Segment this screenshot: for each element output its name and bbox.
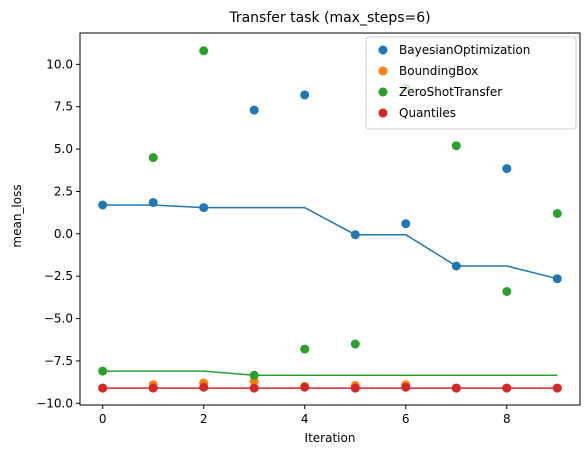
bayesianoptimization-point <box>148 198 158 207</box>
x-tick-label: 2 <box>200 412 208 426</box>
x-tick-label: 4 <box>301 412 309 426</box>
y-tick-label: −2.5 <box>44 269 73 283</box>
zeroshottransfer-point <box>502 287 512 296</box>
bayesianoptimization-point <box>451 261 461 271</box>
y-tick-label: −7.5 <box>44 354 73 368</box>
legend-label: Quantiles <box>399 106 456 120</box>
y-axis-label: mean_loss <box>10 184 24 247</box>
legend-label: ZeroShotTransfer <box>399 85 502 99</box>
quantiles-point <box>300 382 310 392</box>
bayesianoptimization-point <box>249 105 259 115</box>
chart-title: Transfer task (max_steps=6) <box>228 10 430 26</box>
legend-box <box>365 36 577 130</box>
legend-label: BoundingBox <box>399 64 478 78</box>
quantiles-point <box>199 382 209 392</box>
plot-area <box>98 46 562 393</box>
y-tick-label: 7.5 <box>54 100 73 114</box>
bayesianoptimization-point <box>199 203 209 213</box>
y-tick-label: 5.0 <box>54 142 73 156</box>
x-tick-label: 0 <box>99 412 107 426</box>
bayesianoptimization-line <box>102 204 558 280</box>
quantiles-point <box>401 382 411 392</box>
y-tick-label: −5.0 <box>44 312 73 326</box>
zeroshottransfer-point <box>552 209 562 218</box>
zeroshottransfer-point <box>350 339 360 349</box>
zeroshottransfer-point <box>148 153 158 163</box>
legend-marker <box>378 108 388 118</box>
x-axis-label: Iteration <box>305 431 356 445</box>
axis-ticks: 0 2 4 6 8 −10.0 −7.5 −5.0 −2.5 0.0 2.5 5.0 7.5 10.0 <box>36 57 510 426</box>
bayesianoptimization-point <box>552 274 562 284</box>
bayesianoptimization-point <box>401 219 411 229</box>
plot-frame <box>79 32 581 406</box>
quantiles-point <box>148 383 158 393</box>
y-tick-label: −10.0 <box>36 396 73 410</box>
zeroshottransfer-line <box>102 370 558 377</box>
bayesianoptimization-point <box>350 230 360 240</box>
legend-marker <box>378 45 388 55</box>
x-tick-label: 6 <box>402 412 410 426</box>
bayesianoptimization-point <box>502 164 512 174</box>
y-tick-label: 2.5 <box>54 184 73 198</box>
y-tick-label: 10.0 <box>46 57 73 71</box>
quantiles-point <box>249 383 259 393</box>
bayesianoptimization-point <box>98 200 108 210</box>
legend-marker <box>378 66 388 76</box>
legend-marker <box>378 87 388 97</box>
quantiles-point <box>451 383 461 393</box>
zeroshottransfer-point <box>300 344 310 354</box>
zeroshottransfer-point <box>199 46 209 56</box>
x-tick-label: 8 <box>503 412 511 426</box>
legend: BayesianOptimization BoundingBox ZeroShotT… <box>365 36 577 130</box>
quantiles-point <box>552 383 562 393</box>
y-tick-label: 0.0 <box>54 227 73 241</box>
zeroshottransfer-point <box>98 366 108 376</box>
zeroshottransfer-point <box>249 370 259 380</box>
legend-label: BayesianOptimization <box>399 43 530 57</box>
bayesianoptimization-point <box>300 90 310 100</box>
quantiles-point <box>98 383 108 393</box>
quantiles-point <box>502 383 512 393</box>
zeroshottransfer-point <box>451 141 461 151</box>
quantiles-point <box>350 383 360 393</box>
